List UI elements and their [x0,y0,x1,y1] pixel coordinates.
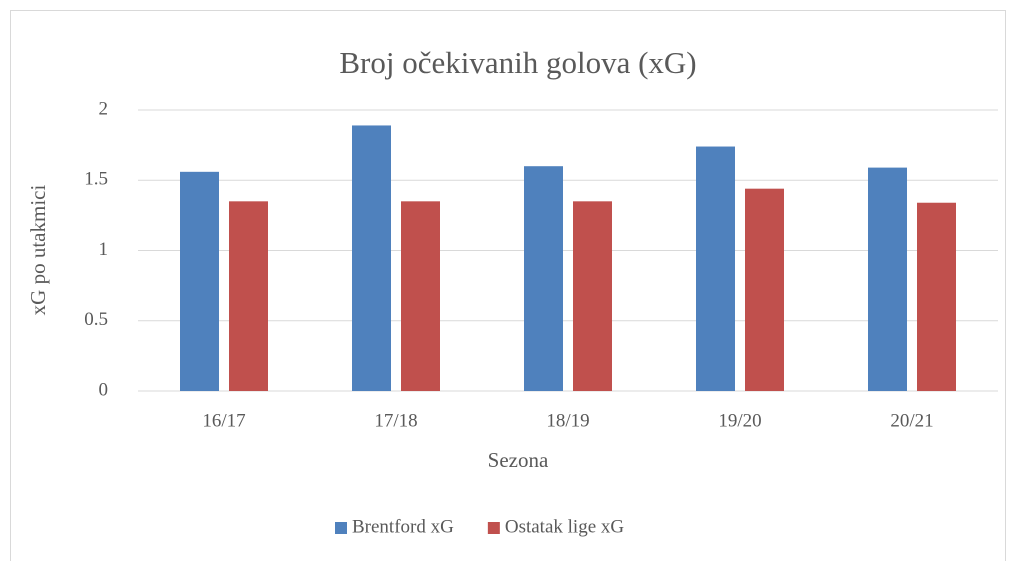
y-axis-title: xG po utakmici [26,185,50,316]
y-tick-label: 1.5 [84,169,108,190]
legend-swatch [487,522,500,534]
bar [401,201,440,391]
x-tick-label: 17/18 [374,410,417,431]
x-tick-label: 19/20 [718,410,761,431]
x-tick-label: 16/17 [202,410,245,431]
x-axis-title: Sezona [488,448,549,472]
x-tick-label: 18/19 [546,410,589,431]
bar [696,146,735,391]
chart-frame [10,10,1006,561]
bar [745,188,784,391]
chart-title: Broj očekivanih golova (xG) [339,45,696,80]
y-tick-label: 0 [99,379,109,400]
y-tick-label: 1 [99,239,109,260]
legend-label: Brentford xG [352,516,454,537]
bar [524,166,563,391]
bar [229,201,268,391]
x-tick-label: 20/21 [890,410,933,431]
y-tick-label: 2 [99,98,109,119]
bar [573,201,612,391]
legend-swatch [335,522,347,534]
bar [868,167,907,391]
y-tick-label: 0.5 [84,309,108,330]
bar [917,202,956,391]
bar [352,125,391,391]
legend-label: Ostatak lige xG [505,516,625,537]
bar [180,171,219,391]
